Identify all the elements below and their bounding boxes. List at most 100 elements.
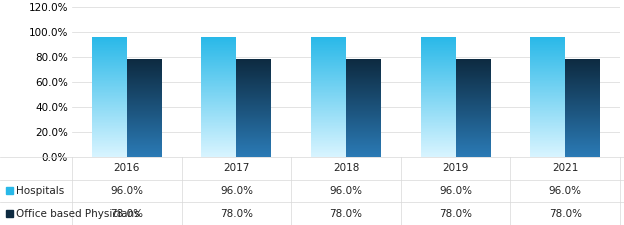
Bar: [92, 107, 127, 108]
Bar: [456, 154, 490, 155]
Bar: [565, 88, 600, 89]
Bar: [530, 47, 565, 48]
Bar: [565, 93, 600, 94]
Bar: [311, 116, 346, 117]
Bar: [456, 76, 490, 77]
Bar: [421, 58, 456, 59]
Bar: [565, 77, 600, 78]
Bar: [92, 104, 127, 105]
Bar: [530, 41, 565, 42]
Bar: [421, 76, 456, 77]
Bar: [311, 81, 346, 82]
Bar: [421, 114, 456, 115]
Bar: [92, 150, 127, 151]
Bar: [127, 131, 162, 132]
Bar: [236, 60, 271, 61]
Bar: [311, 144, 346, 145]
Bar: [127, 74, 162, 75]
Bar: [530, 97, 565, 98]
Bar: [530, 55, 565, 56]
Bar: [346, 80, 381, 81]
Bar: [346, 117, 381, 118]
Bar: [421, 144, 456, 145]
Bar: [236, 135, 271, 136]
Bar: [202, 74, 236, 75]
Bar: [346, 150, 381, 151]
Bar: [236, 101, 271, 102]
Bar: [127, 106, 162, 107]
Bar: [530, 110, 565, 111]
Bar: [421, 91, 456, 92]
Bar: [346, 99, 381, 100]
Bar: [236, 136, 271, 137]
Bar: [202, 87, 236, 88]
Bar: [236, 59, 271, 60]
Bar: [202, 100, 236, 101]
Bar: [236, 75, 271, 76]
Bar: [346, 86, 381, 87]
Bar: [127, 68, 162, 69]
Bar: [236, 139, 271, 140]
Bar: [127, 85, 162, 86]
Bar: [202, 114, 236, 115]
Bar: [456, 141, 490, 142]
Bar: [311, 123, 346, 124]
Bar: [92, 63, 127, 64]
Bar: [565, 133, 600, 134]
Bar: [92, 89, 127, 90]
Bar: [346, 103, 381, 104]
Bar: [421, 86, 456, 87]
Bar: [456, 128, 490, 129]
Bar: [127, 151, 162, 152]
Bar: [456, 78, 490, 79]
Bar: [346, 126, 381, 127]
Bar: [127, 113, 162, 114]
Bar: [236, 93, 271, 94]
Bar: [565, 100, 600, 101]
Bar: [202, 125, 236, 126]
Text: Hospitals: Hospitals: [16, 186, 64, 196]
Bar: [530, 102, 565, 103]
Bar: [530, 115, 565, 116]
Bar: [456, 113, 490, 114]
Bar: [236, 155, 271, 156]
Bar: [311, 146, 346, 147]
Bar: [236, 94, 271, 95]
Bar: [530, 128, 565, 129]
Bar: [530, 149, 565, 150]
Bar: [202, 88, 236, 89]
Bar: [530, 124, 565, 125]
Bar: [456, 124, 490, 125]
Bar: [236, 87, 271, 88]
Bar: [565, 119, 600, 120]
Bar: [311, 69, 346, 70]
Bar: [530, 74, 565, 75]
Bar: [346, 65, 381, 66]
Bar: [311, 117, 346, 118]
Bar: [565, 62, 600, 63]
Bar: [456, 65, 490, 66]
Bar: [127, 94, 162, 95]
Bar: [92, 145, 127, 146]
Bar: [346, 66, 381, 67]
Bar: [236, 105, 271, 106]
Bar: [421, 41, 456, 42]
Bar: [127, 95, 162, 96]
Bar: [202, 63, 236, 64]
Bar: [421, 140, 456, 141]
Bar: [565, 84, 600, 85]
Bar: [236, 115, 271, 116]
Bar: [346, 101, 381, 102]
Bar: [530, 114, 565, 115]
Bar: [565, 137, 600, 138]
Bar: [346, 151, 381, 152]
Bar: [311, 136, 346, 137]
Bar: [202, 55, 236, 56]
Text: 96.0%: 96.0%: [548, 186, 582, 196]
Bar: [530, 120, 565, 121]
Bar: [565, 61, 600, 62]
Bar: [530, 152, 565, 153]
Bar: [202, 47, 236, 48]
Bar: [127, 108, 162, 109]
Bar: [565, 105, 600, 106]
